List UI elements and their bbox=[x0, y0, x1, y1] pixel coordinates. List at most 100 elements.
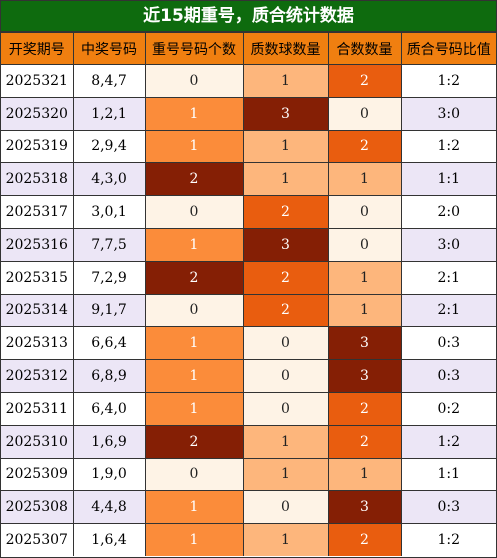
cell-ratio: 0:3 bbox=[400, 359, 496, 393]
cell-ratio: 0:3 bbox=[400, 326, 496, 361]
table-row: 2025309 1,9,0 0 1 1 1:1 bbox=[1, 457, 496, 492]
cell-period: 2025310 bbox=[1, 424, 74, 459]
cell-prime-count: 3 bbox=[242, 227, 329, 262]
cell-prime-count: 0 bbox=[242, 490, 329, 525]
cell-numbers: 9,1,7 bbox=[72, 293, 146, 328]
cell-ratio: 1:2 bbox=[400, 129, 496, 164]
cell-repeat-count: 1 bbox=[144, 96, 244, 131]
table-row: 2025321 8,4,7 0 1 2 1:2 bbox=[1, 64, 496, 98]
cell-composite-count: 2 bbox=[327, 424, 402, 459]
cell-repeat-count: 0 bbox=[144, 293, 244, 328]
cell-period: 2025314 bbox=[1, 293, 74, 328]
cell-period: 2025318 bbox=[1, 162, 74, 197]
cell-repeat-count: 2 bbox=[144, 424, 244, 459]
header-row: 开奖期号 中奖号码 重号号码个数 质数球数量 合数数量 质合号码比值 bbox=[1, 32, 496, 65]
table-title: 近15期重号，质合统计数据 bbox=[1, 1, 496, 32]
cell-repeat-count: 1 bbox=[144, 391, 244, 426]
cell-ratio: 2:1 bbox=[400, 260, 496, 295]
cell-prime-count: 1 bbox=[242, 129, 329, 164]
header-numbers: 中奖号码 bbox=[72, 32, 146, 65]
cell-prime-count: 2 bbox=[242, 293, 329, 328]
cell-numbers: 4,4,8 bbox=[72, 490, 146, 525]
cell-numbers: 3,0,1 bbox=[72, 195, 146, 229]
cell-period: 2025308 bbox=[1, 490, 74, 525]
cell-numbers: 1,2,1 bbox=[72, 96, 146, 131]
cell-composite-count: 0 bbox=[327, 96, 402, 131]
cell-composite-count: 2 bbox=[327, 523, 402, 556]
cell-ratio: 1:2 bbox=[400, 64, 496, 98]
cell-prime-count: 1 bbox=[242, 523, 329, 556]
cell-ratio: 2:1 bbox=[400, 293, 496, 328]
cell-ratio: 0:3 bbox=[400, 490, 496, 525]
cell-period: 2025316 bbox=[1, 227, 74, 262]
cell-prime-count: 1 bbox=[242, 457, 329, 492]
cell-repeat-count: 1 bbox=[144, 490, 244, 525]
table-row: 2025314 9,1,7 0 2 1 2:1 bbox=[1, 293, 496, 328]
cell-repeat-count: 0 bbox=[144, 195, 244, 229]
table-row: 2025317 3,0,1 0 2 0 2:0 bbox=[1, 195, 496, 229]
cell-ratio: 3:0 bbox=[400, 96, 496, 131]
table-row: 2025311 6,4,0 1 0 2 0:2 bbox=[1, 391, 496, 426]
cell-composite-count: 0 bbox=[327, 195, 402, 229]
cell-numbers: 7,7,5 bbox=[72, 227, 146, 262]
cell-numbers: 4,3,0 bbox=[72, 162, 146, 197]
cell-ratio: 1:2 bbox=[400, 523, 496, 556]
cell-repeat-count: 1 bbox=[144, 129, 244, 164]
cell-numbers: 7,2,9 bbox=[72, 260, 146, 295]
cell-repeat-count: 2 bbox=[144, 162, 244, 197]
cell-period: 2025313 bbox=[1, 326, 74, 361]
cell-period: 2025319 bbox=[1, 129, 74, 164]
cell-composite-count: 2 bbox=[327, 391, 402, 426]
cell-repeat-count: 1 bbox=[144, 227, 244, 262]
cell-composite-count: 3 bbox=[327, 490, 402, 525]
table-row: 2025316 7,7,5 1 3 0 3:0 bbox=[1, 227, 496, 262]
cell-composite-count: 2 bbox=[327, 64, 402, 98]
cell-prime-count: 3 bbox=[242, 96, 329, 131]
cell-period: 2025307 bbox=[1, 523, 74, 556]
cell-composite-count: 3 bbox=[327, 326, 402, 361]
cell-repeat-count: 0 bbox=[144, 64, 244, 98]
cell-composite-count: 1 bbox=[327, 162, 402, 197]
cell-period: 2025315 bbox=[1, 260, 74, 295]
cell-period: 2025309 bbox=[1, 457, 74, 492]
cell-prime-count: 0 bbox=[242, 359, 329, 393]
header-composite-count: 合数数量 bbox=[327, 32, 402, 65]
table-row: 2025319 2,9,4 1 1 2 1:2 bbox=[1, 129, 496, 164]
stats-table: 开奖期号 中奖号码 重号号码个数 质数球数量 合数数量 质合号码比值 20253… bbox=[1, 32, 496, 556]
header-repeat-count: 重号号码个数 bbox=[144, 32, 244, 65]
cell-numbers: 6,4,0 bbox=[72, 391, 146, 426]
cell-numbers: 2,9,4 bbox=[72, 129, 146, 164]
cell-repeat-count: 0 bbox=[144, 457, 244, 492]
table-row: 2025315 7,2,9 2 2 1 2:1 bbox=[1, 260, 496, 295]
cell-ratio: 1:1 bbox=[400, 162, 496, 197]
cell-numbers: 6,6,4 bbox=[72, 326, 146, 361]
cell-prime-count: 2 bbox=[242, 195, 329, 229]
table-row: 2025320 1,2,1 1 3 0 3:0 bbox=[1, 96, 496, 131]
cell-ratio: 1:1 bbox=[400, 457, 496, 492]
cell-composite-count: 1 bbox=[327, 457, 402, 492]
cell-repeat-count: 1 bbox=[144, 326, 244, 361]
cell-period: 2025311 bbox=[1, 391, 74, 426]
table-row: 2025307 1,6,4 1 1 2 1:2 bbox=[1, 523, 496, 556]
cell-repeat-count: 1 bbox=[144, 359, 244, 393]
cell-period: 2025312 bbox=[1, 359, 74, 393]
cell-numbers: 1,6,9 bbox=[72, 424, 146, 459]
table-row: 2025313 6,6,4 1 0 3 0:3 bbox=[1, 326, 496, 361]
cell-ratio: 3:0 bbox=[400, 227, 496, 262]
cell-period: 2025320 bbox=[1, 96, 74, 131]
table-row: 2025318 4,3,0 2 1 1 1:1 bbox=[1, 162, 496, 197]
cell-composite-count: 0 bbox=[327, 227, 402, 262]
cell-repeat-count: 2 bbox=[144, 260, 244, 295]
cell-ratio: 1:2 bbox=[400, 424, 496, 459]
table-body: 2025321 8,4,7 0 1 2 1:2 2025320 1,2,1 1 3 0 3:0 2025… bbox=[1, 64, 496, 556]
cell-composite-count: 1 bbox=[327, 293, 402, 328]
cell-numbers: 1,6,4 bbox=[72, 523, 146, 556]
table-row: 2025312 6,8,9 1 0 3 0:3 bbox=[1, 359, 496, 393]
cell-repeat-count: 1 bbox=[144, 523, 244, 556]
cell-numbers: 8,4,7 bbox=[72, 64, 146, 98]
cell-prime-count: 0 bbox=[242, 391, 329, 426]
table-row: 2025310 1,6,9 2 1 2 1:2 bbox=[1, 424, 496, 459]
cell-ratio: 2:0 bbox=[400, 195, 496, 229]
header-ratio: 质合号码比值 bbox=[400, 32, 496, 65]
